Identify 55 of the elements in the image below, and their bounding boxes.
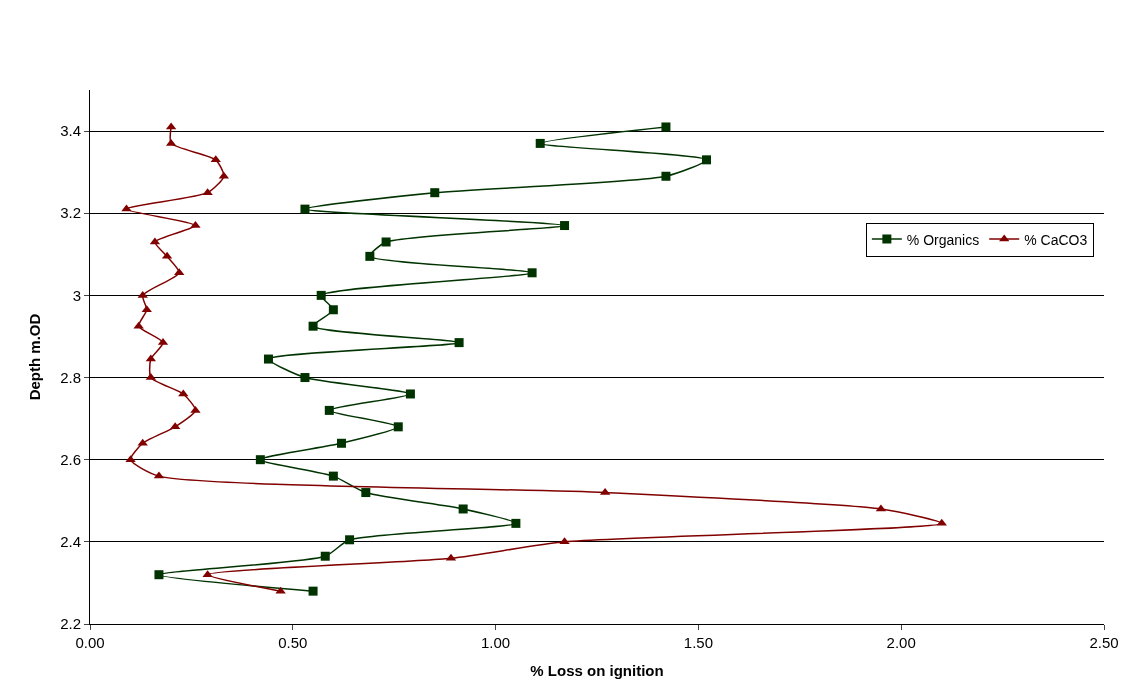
point	[263, 354, 273, 364]
x-tick-label: 2.50	[1089, 634, 1119, 651]
point	[405, 389, 415, 399]
y-axis-title: Depth m.OD	[26, 313, 44, 401]
point	[316, 290, 326, 300]
x-axis-title: % Loss on ignition	[530, 662, 664, 679]
point	[137, 290, 148, 298]
point	[559, 537, 570, 545]
point	[308, 586, 318, 596]
point	[661, 171, 671, 181]
point	[300, 204, 310, 214]
x-tick-label: 0.00	[75, 634, 105, 651]
point	[535, 138, 545, 148]
point	[702, 155, 712, 165]
point	[430, 188, 440, 198]
legend-label: % Organics	[906, 231, 980, 248]
point	[661, 122, 671, 132]
point	[141, 305, 152, 313]
point	[345, 535, 355, 545]
point	[178, 389, 189, 397]
x-tick-label: 2.00	[886, 634, 916, 651]
point	[511, 518, 521, 528]
y-tick-label: 3.4	[60, 122, 81, 140]
point	[336, 438, 346, 448]
point	[328, 305, 338, 315]
point	[324, 405, 334, 415]
y-tick-label: 3	[72, 286, 81, 304]
point	[458, 504, 468, 514]
y-tick-label: 3.2	[60, 204, 81, 222]
point	[320, 551, 330, 561]
point	[154, 570, 164, 580]
point	[210, 155, 221, 163]
point	[560, 221, 570, 231]
point	[361, 488, 371, 498]
y-tick-label: 2.8	[60, 368, 81, 386]
point	[137, 438, 148, 446]
point	[300, 373, 310, 383]
point	[190, 405, 201, 413]
point	[255, 455, 265, 465]
point	[328, 471, 338, 481]
legend-label: % CaCO3	[1024, 231, 1088, 248]
point	[527, 268, 537, 278]
x-tick-label: 1.50	[683, 634, 713, 651]
point	[936, 518, 947, 526]
point	[454, 338, 464, 348]
y-tick-label: 2.4	[60, 533, 81, 551]
point	[381, 237, 391, 247]
x-tick-label: 0.50	[278, 634, 308, 651]
point	[365, 251, 375, 261]
point	[393, 422, 403, 432]
x-tick-label: 1.00	[481, 634, 511, 651]
point	[174, 268, 185, 276]
point	[308, 321, 318, 331]
y-tick-label: 2.6	[60, 450, 81, 468]
y-tick-label: 2.2	[60, 615, 81, 633]
